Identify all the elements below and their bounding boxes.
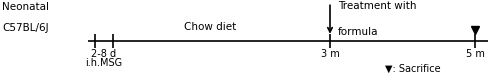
Text: i.h.MSG: i.h.MSG (86, 58, 122, 68)
Text: Neonatal: Neonatal (2, 2, 49, 12)
Text: 2-8 d: 2-8 d (92, 49, 116, 59)
Text: C57BL/6J: C57BL/6J (2, 23, 48, 33)
Text: ▼: Sacrifice: ▼: Sacrifice (385, 63, 440, 73)
Text: Chow diet: Chow diet (184, 22, 236, 32)
Text: 3 m: 3 m (320, 49, 340, 59)
Text: 5 m: 5 m (466, 49, 484, 59)
Text: formula: formula (338, 27, 378, 37)
Text: Treatment with: Treatment with (338, 1, 416, 11)
